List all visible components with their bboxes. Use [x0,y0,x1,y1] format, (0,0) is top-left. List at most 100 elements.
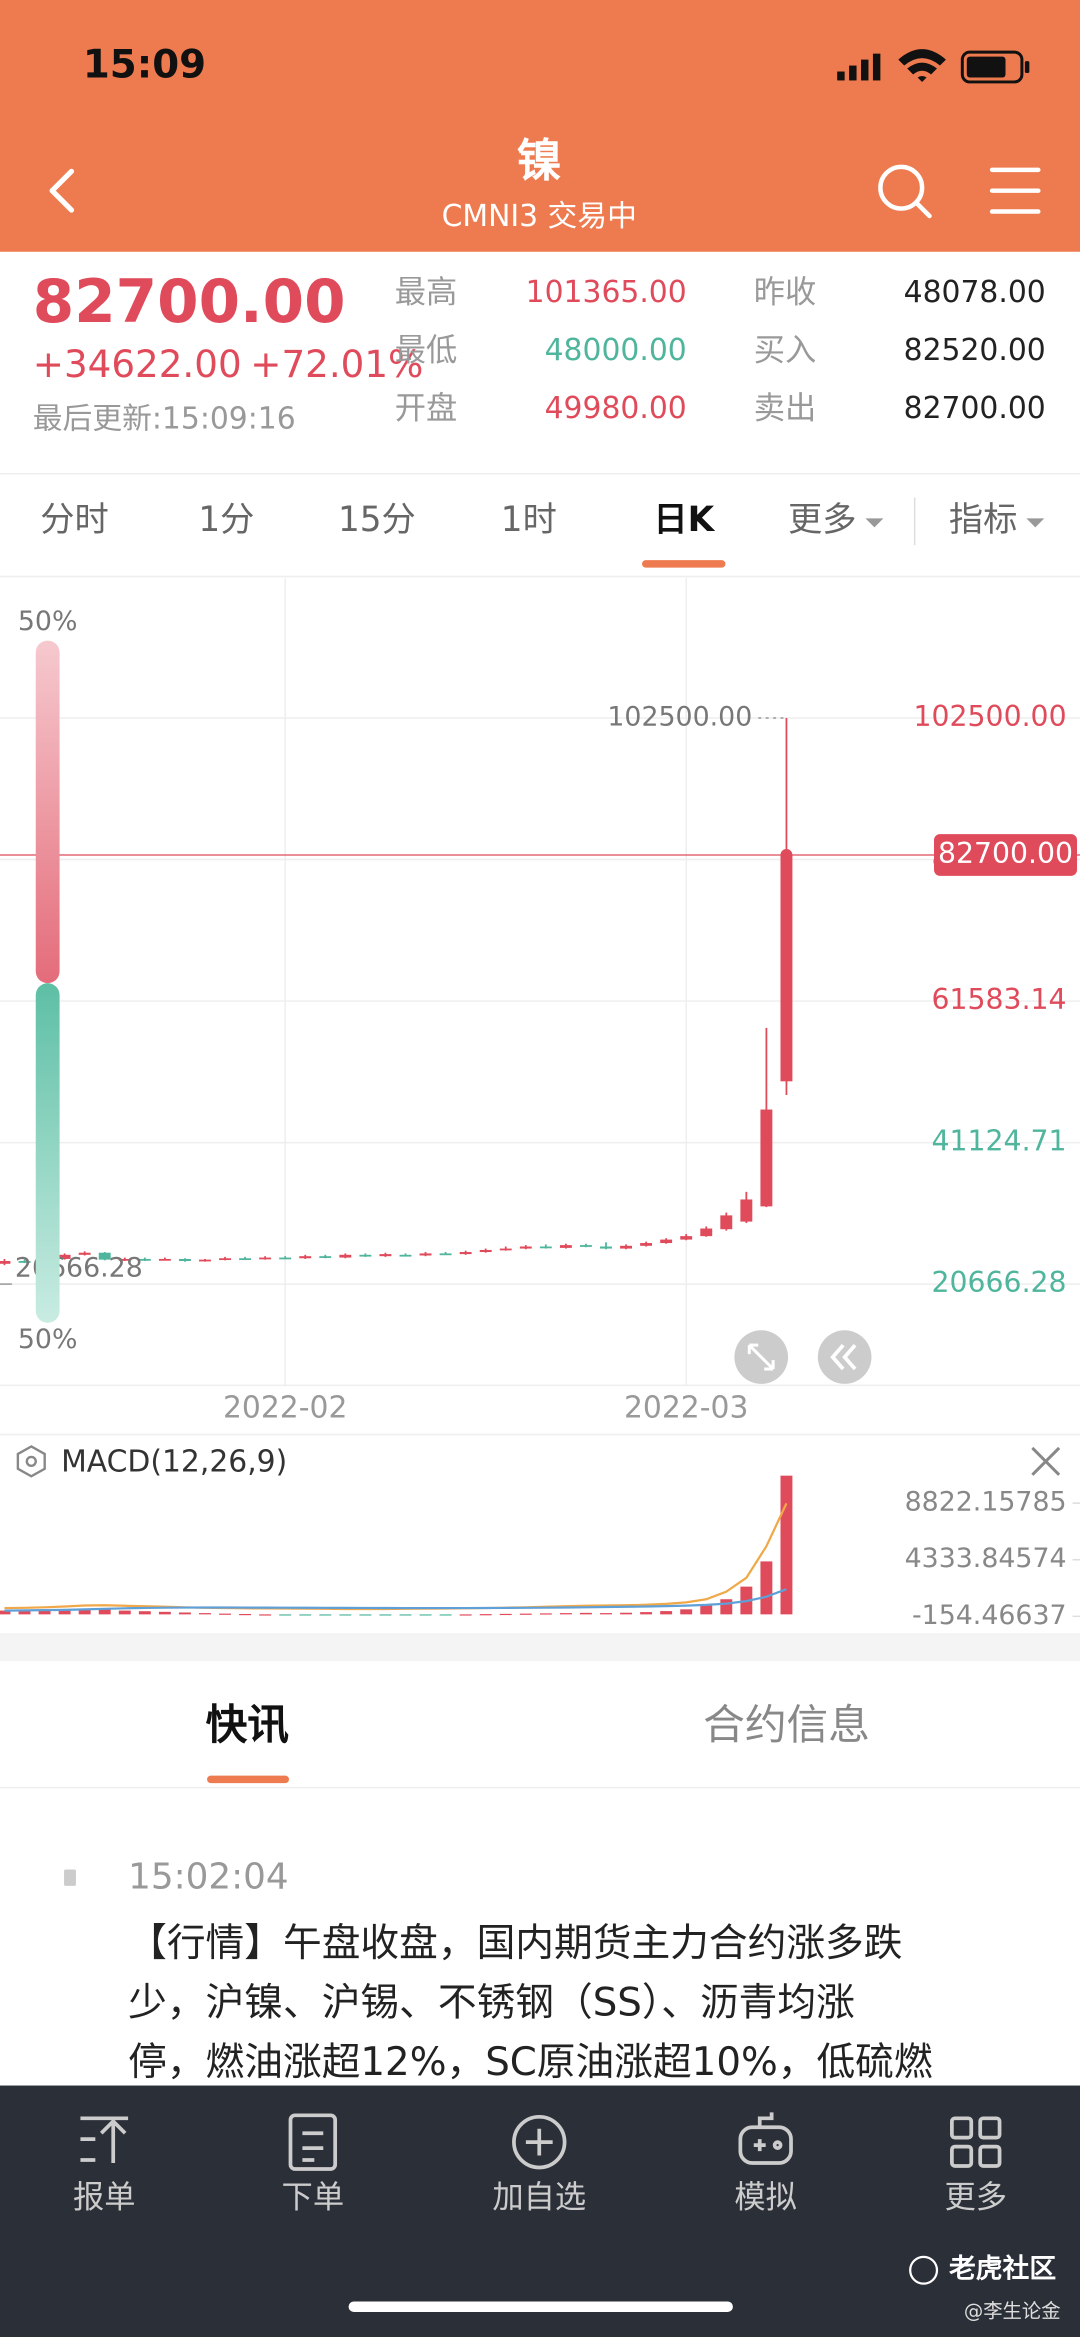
field-value: 48000.00 [545,333,687,368]
last-updated: 最后更新:15:09:16 [33,402,296,437]
macd-bar [78,1609,91,1615]
candle-body [680,1236,693,1240]
nav-item[interactable]: 模拟 [734,2180,797,2216]
y-tick-label: -154.46637 [912,1600,1067,1631]
period-tab[interactable]: 日K [653,500,715,540]
macd-bar [279,1614,292,1616]
bottom-nav [0,2085,1080,2337]
candle-body [78,1252,91,1255]
y-tick-label: 4333.84574 [905,1543,1067,1574]
macd-bar [760,1561,773,1615]
macd-bar [118,1610,131,1615]
macd-bar [319,1614,332,1616]
price-change: +34622.00 [33,342,242,386]
macd-plot [0,1475,1080,1618]
close-indicator[interactable] [1031,1446,1061,1476]
status-icons [837,49,1030,84]
field-label: 昨收 [754,274,817,310]
candle-body [399,1254,412,1257]
news-tab[interactable]: 快讯 [206,1700,290,1749]
period-tab[interactable]: 1时 [501,500,557,540]
indicator-icon[interactable] [16,1445,46,1478]
field-label: 卖出 [754,391,817,427]
candle-body [760,1109,773,1207]
nav-icons [80,2112,1002,2171]
field-value: 101365.00 [526,275,687,310]
zoom-button[interactable] [734,1330,789,1384]
news-bullet [64,1869,76,1886]
macd-bar [18,1610,31,1615]
macd-bar [700,1605,713,1615]
period-tab[interactable]: 指标 [949,500,1018,540]
back-button[interactable] [49,168,75,213]
news-body[interactable]: 【行情】午盘收盘，国内期货主力合约涨多跌少，沪镍、沪锡、不锈钢（SS）、沥青均涨… [128,1921,933,2085]
field-value: 82520.00 [904,333,1046,368]
candle-body [98,1252,111,1260]
candle-body [660,1239,673,1244]
watermark-user: @李生论金 [964,2299,1061,2322]
candle-body [0,1261,11,1264]
range-label: 50% [18,1324,78,1355]
macd-bar [600,1613,612,1615]
candle-body [339,1254,352,1258]
search-button[interactable] [878,164,932,219]
collapse-button[interactable] [817,1330,872,1384]
macd-bar [720,1599,733,1615]
candle-body [579,1245,592,1247]
status-time: 15:09 [83,43,206,88]
candle-body [700,1228,713,1237]
y-tick-label: 61583.14 [932,983,1067,1016]
macd-line [4,1502,788,1611]
dropdown-arrow [865,518,884,528]
field-label: 最高 [395,274,458,310]
candle-body [559,1245,572,1248]
menu-button[interactable] [989,167,1041,214]
price-dot [780,849,793,861]
nav-item[interactable]: 更多 [944,2180,1007,2216]
candle-body [178,1258,191,1262]
last-price: 82700.00 [33,268,346,337]
candle-body [279,1257,292,1260]
macd-bar [459,1614,472,1616]
macd-bar [239,1613,252,1616]
period-tab[interactable]: 1分 [198,500,254,540]
macd-bar [780,1475,793,1615]
nav-item[interactable]: 下单 [282,2180,345,2216]
candle-body [158,1258,171,1261]
macd-bar [399,1614,412,1616]
macd-bar [299,1614,312,1616]
macd-bar [439,1614,452,1616]
nav-item[interactable]: 加自选 [492,2180,586,2216]
news-time: 15:02:04 [128,1856,289,1897]
nav-item[interactable]: 报单 [73,2180,136,2216]
macd-bar [178,1612,191,1615]
page-title: 镍 [517,135,562,187]
candle-body [118,1258,131,1261]
macd-bar [199,1613,211,1615]
y-tick-label: 41124.71 [932,1125,1067,1158]
period-tab[interactable]: 更多 [788,500,857,540]
low-label: 20666.28 [15,1253,143,1284]
candle-body [600,1246,612,1249]
macd-bar [680,1609,693,1615]
tab-indicator [207,1775,289,1784]
macd-bar [499,1613,512,1616]
macd-bar [620,1612,633,1615]
period-tab[interactable]: 分时 [40,500,109,540]
macd-bar [359,1614,372,1616]
period-tab[interactable]: 15分 [338,500,416,540]
tab-indicator [642,560,726,568]
field-value: 82700.00 [904,391,1046,426]
nav-items: 报单 下单 加自选 模拟 更多 [73,2180,1007,2216]
macd-bar [579,1612,592,1615]
field-label: 最低 [395,333,458,369]
candle-body [199,1259,211,1262]
candle-body [379,1254,392,1257]
candle-body [459,1252,472,1255]
news-tabs: 快讯 合约信息 [206,1700,870,1749]
news-tab[interactable]: 合约信息 [703,1700,870,1749]
ratio-bar-up [35,640,60,984]
candle-body [419,1253,432,1256]
field-value: 48078.00 [904,275,1046,310]
